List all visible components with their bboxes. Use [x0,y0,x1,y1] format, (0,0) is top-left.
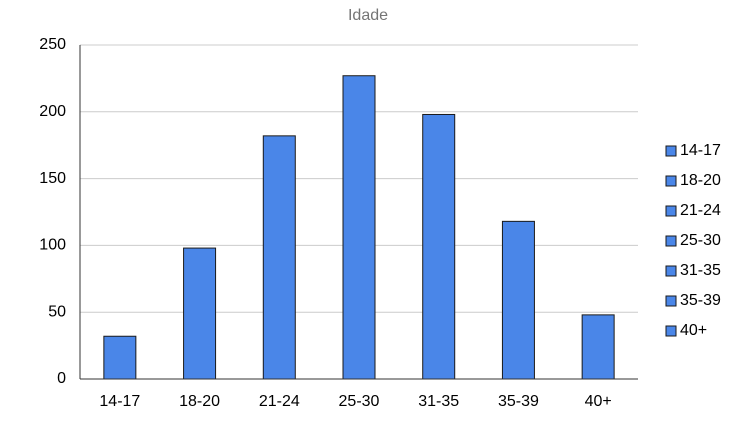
x-tick-label: 40+ [585,393,612,410]
y-tick-label: 100 [39,237,66,254]
legend-swatch [665,205,677,217]
legend-label: 14-17 [680,142,721,159]
x-tick-label: 31-35 [418,393,459,410]
x-tick-label: 25-30 [339,393,380,410]
bar [501,220,535,380]
legend-label: 21-24 [680,202,721,219]
y-tick-label: 200 [39,103,66,120]
legend-label: 25-30 [680,232,721,249]
chart-title: Idade [348,7,388,24]
bar [581,314,615,380]
bar [183,247,217,380]
bar [262,135,296,380]
y-tick-label: 250 [39,36,66,53]
legend-swatch [665,235,677,247]
y-tick-label: 0 [57,370,66,387]
legend-label: 18-20 [680,172,721,189]
bar [103,335,137,380]
x-tick-label: 35-39 [498,393,539,410]
y-tick-label: 50 [48,303,66,320]
legend-label: 40+ [680,322,707,339]
bar [342,75,376,380]
legend-swatch [665,295,677,307]
legend-label: 31-35 [680,262,721,279]
x-tick-label: 14-17 [99,393,140,410]
legend-label: 35-39 [680,292,721,309]
x-tick-label: 18-20 [179,393,220,410]
y-tick-label: 150 [39,170,66,187]
legend-swatch [665,265,677,277]
x-tick-label: 21-24 [259,393,300,410]
bar [422,113,456,380]
legend-swatch [665,145,677,157]
legend-swatch [665,325,677,337]
legend-swatch [665,175,677,187]
